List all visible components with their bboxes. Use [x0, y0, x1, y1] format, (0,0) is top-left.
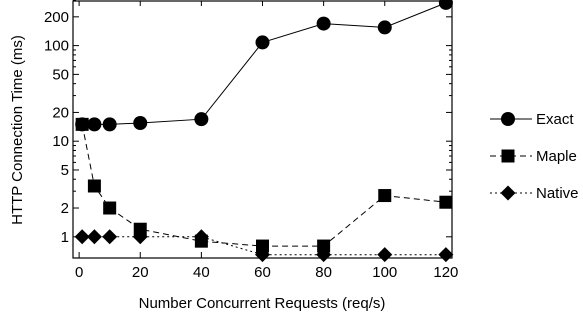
legend-label-exact: Exact: [536, 111, 574, 128]
data-point-native: [316, 247, 332, 263]
data-point-exact: [255, 35, 270, 50]
data-point-native: [193, 229, 209, 245]
data-point-maple: [317, 239, 331, 253]
x-tick-label: 120: [433, 264, 458, 281]
data-point-native: [102, 229, 118, 245]
data-point-native: [86, 229, 102, 245]
data-point-maple: [75, 117, 89, 131]
series-line-exact: [82, 2, 447, 125]
data-point-exact: [102, 117, 117, 132]
y-tick-label: 100: [44, 38, 69, 55]
data-point-exact: [194, 112, 209, 127]
y-tick-label: 10: [52, 133, 69, 150]
x-tick-label: 40: [193, 264, 210, 281]
x-tick-label: 60: [254, 264, 271, 281]
data-point-maple: [87, 179, 101, 193]
data-point-native: [74, 229, 90, 245]
legend-label-native: Native: [536, 185, 579, 202]
series-markers: [74, 0, 454, 263]
y-tick-label: 200: [44, 9, 69, 26]
y-tick-label: 1: [61, 229, 69, 246]
data-point-exact: [377, 20, 392, 35]
y-tick-label: 5: [61, 162, 69, 179]
y-axis-title: HTTP Connection Time (ms): [9, 35, 26, 225]
series-line-maple: [81, 124, 446, 247]
legend-label-maple: Maple: [536, 148, 577, 165]
x-tick-label: 0: [75, 264, 83, 281]
data-point-native: [377, 247, 393, 263]
x-tick-label: 20: [132, 264, 149, 281]
y-tick-label: 2: [61, 200, 69, 217]
data-point-maple: [256, 239, 269, 253]
data-point-exact: [133, 116, 148, 131]
y-tick-label: 50: [52, 66, 69, 83]
data-point-native: [132, 229, 148, 245]
data-point-exact: [87, 117, 102, 132]
x-tick-label: 100: [372, 264, 397, 281]
data-point-maple: [439, 195, 453, 209]
data-point-maple: [103, 201, 117, 215]
x-axis-title: Number Concurrent Requests (req/s): [139, 295, 386, 312]
legend-marker-exact: [501, 112, 515, 126]
legend-marker-native: [500, 185, 516, 201]
y-tick-label: 20: [52, 104, 69, 121]
y-tick-labels: 1 2 5 10 20 50 100 200: [44, 9, 69, 246]
legend-marker-maple: [501, 149, 515, 163]
x-tick-labels: 0 20 40 60 80 100 120: [75, 264, 458, 281]
data-point-native: [438, 247, 454, 263]
data-point-exact: [316, 16, 331, 31]
data-point-maple: [378, 189, 392, 203]
x-tick-label: 80: [315, 264, 332, 281]
legend: Exact Maple Native: [490, 111, 579, 202]
data-point-maple: [133, 222, 147, 236]
data-point-exact: [438, 0, 453, 10]
data-point-native: [255, 247, 270, 263]
